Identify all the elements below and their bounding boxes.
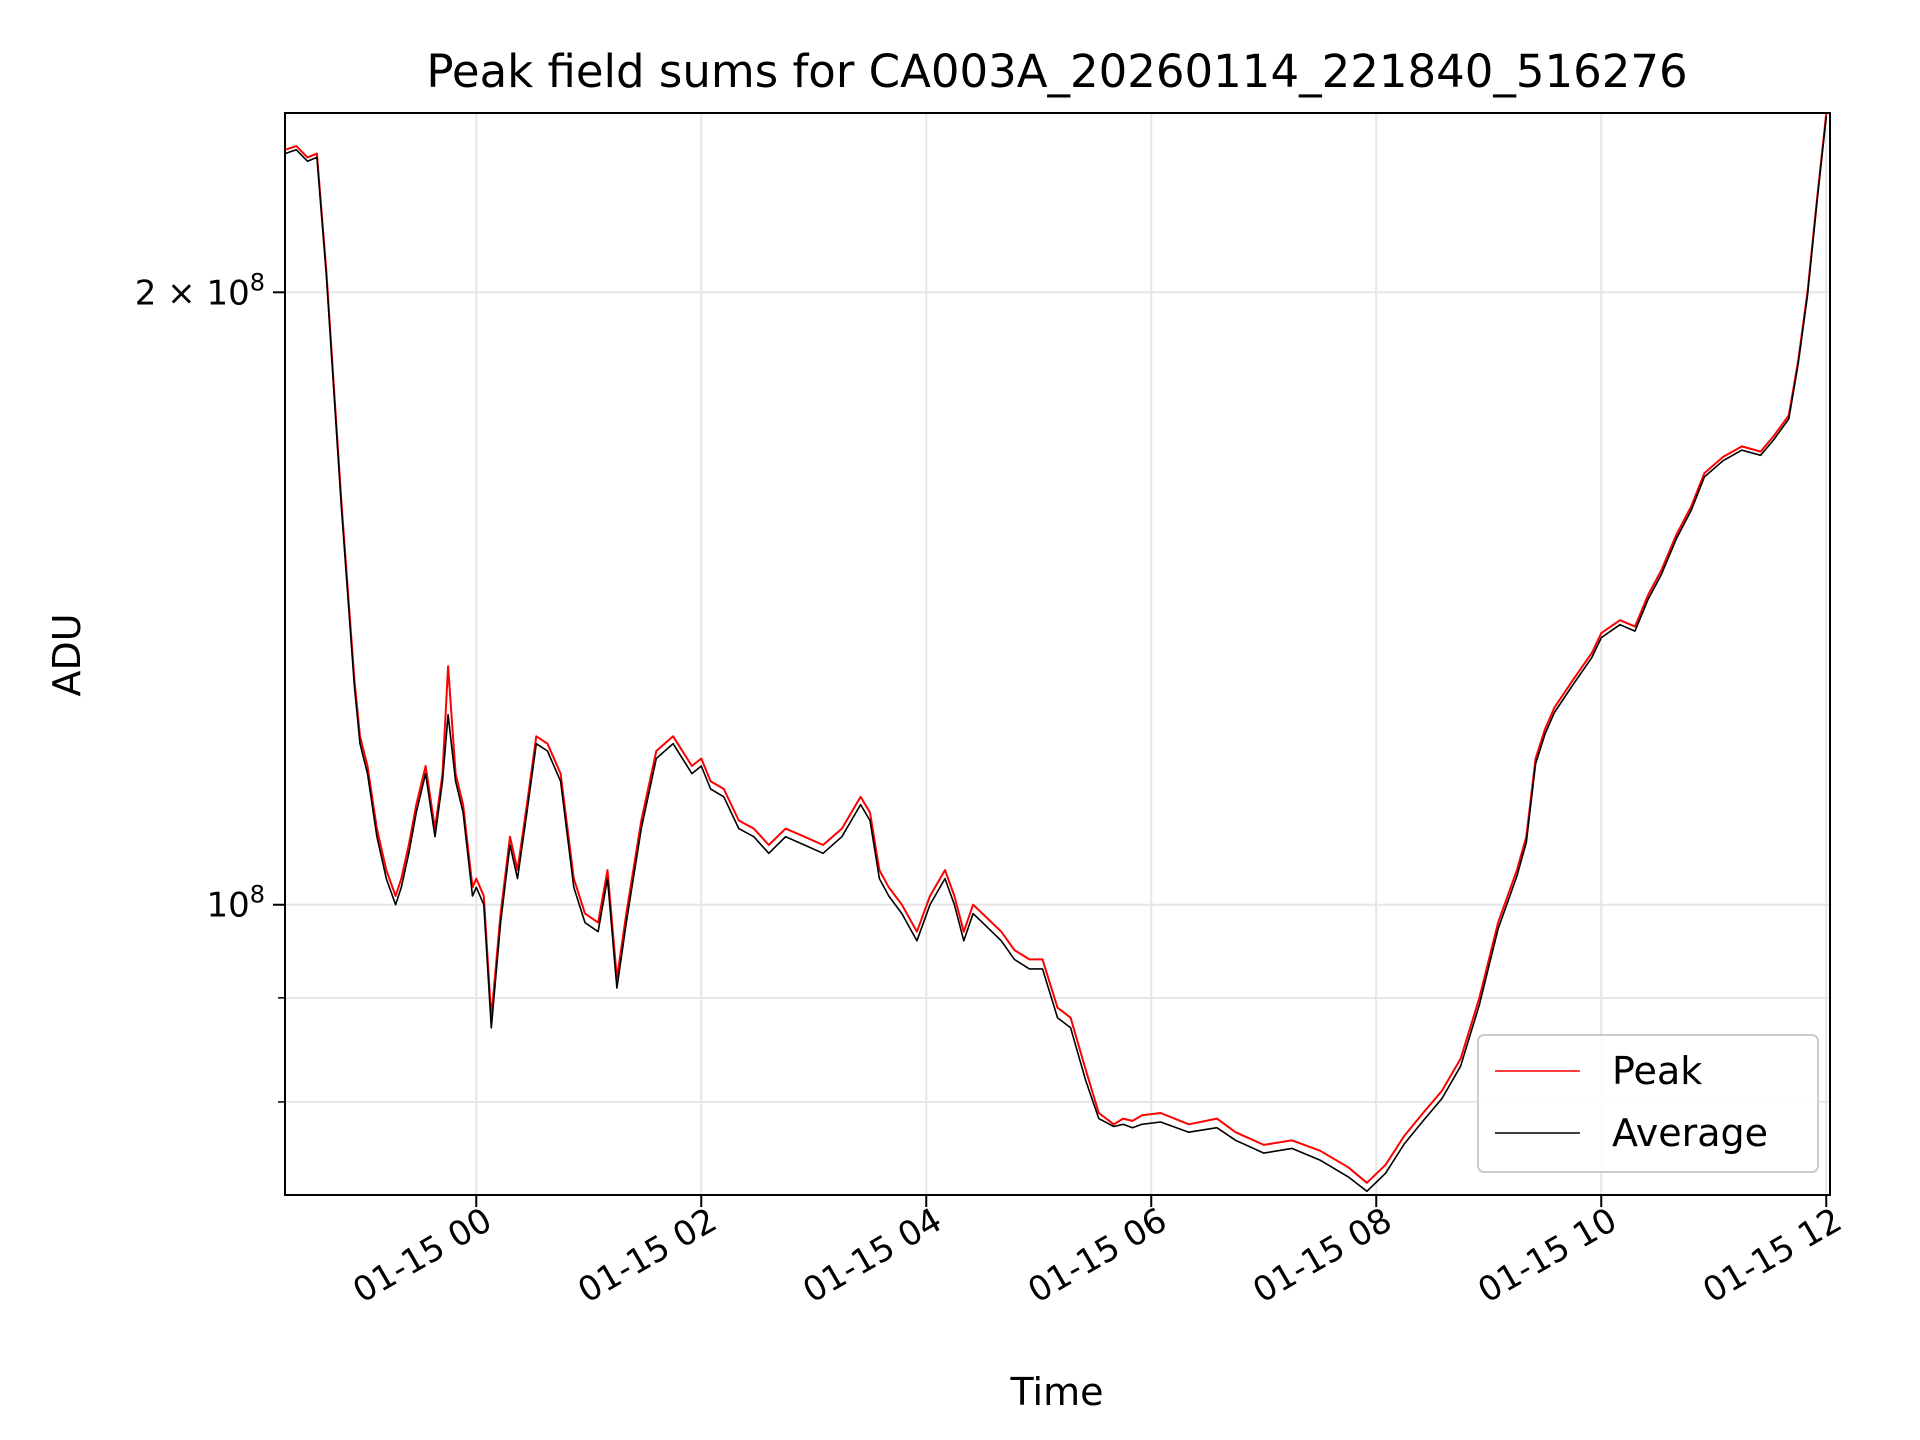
series-line-average (284, 116, 1828, 1193)
y-axis-label: ADU (45, 613, 89, 696)
y-axis-ticks: 108 2 × 108 (135, 268, 285, 1103)
series-line-peak (284, 112, 1828, 1184)
chart-title: Peak field sums for CA003A_20260114_2218… (426, 45, 1687, 98)
x-axis-label: Time (1010, 1370, 1104, 1414)
grid-lines (285, 113, 1830, 1195)
legend-label-peak: Peak (1612, 1049, 1702, 1093)
series-lines (284, 112, 1828, 1193)
plot-frame (284, 112, 1831, 1196)
y-tick-label: 108 (206, 881, 265, 926)
legend: Peak Average (1477, 1034, 1819, 1173)
legend-box (1477, 1034, 1819, 1173)
legend-label-average: Average (1612, 1111, 1768, 1155)
y-tick-label: 2 × 108 (135, 268, 265, 313)
